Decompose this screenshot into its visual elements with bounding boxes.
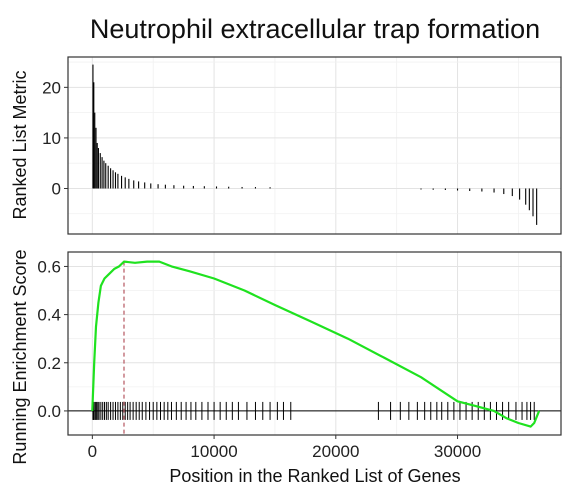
- y-tick-label: 10: [42, 129, 61, 148]
- top-y-axis: 0 10 20: [42, 78, 68, 198]
- running-score-line: [91, 260, 541, 428]
- ranked-metric-bars: [92, 64, 538, 225]
- top-panel-grid: [68, 57, 561, 234]
- bottom-panel-frame: [67, 251, 562, 436]
- y-tick-label: 0.6: [37, 257, 61, 276]
- enrichment-marks: [68, 260, 561, 435]
- x-tick-label: 10000: [190, 442, 237, 461]
- bottom-y-axis-label: Running Enrichment Score: [10, 249, 30, 464]
- y-tick-label: 0.0: [37, 402, 61, 421]
- bottom-y-axis: 0.0 0.2 0.4 0.6: [37, 257, 68, 421]
- y-tick-label: 0.2: [37, 354, 61, 373]
- x-tick-label: 30000: [434, 442, 481, 461]
- y-tick-label: 20: [42, 78, 61, 97]
- top-panel-frame: [67, 56, 562, 235]
- x-tick-label: 20000: [312, 442, 359, 461]
- chart-title: Neutrophil extracellular trap formation: [90, 14, 540, 44]
- x-axis-label: Position in the Ranked List of Genes: [169, 466, 460, 486]
- bottom-x-axis: 0 10000 20000 30000: [88, 435, 481, 461]
- x-tick-label: 0: [88, 442, 97, 461]
- top-y-axis-label: Ranked List Metric: [10, 70, 30, 219]
- y-tick-label: 0: [52, 179, 61, 198]
- y-tick-label: 0.4: [37, 306, 61, 325]
